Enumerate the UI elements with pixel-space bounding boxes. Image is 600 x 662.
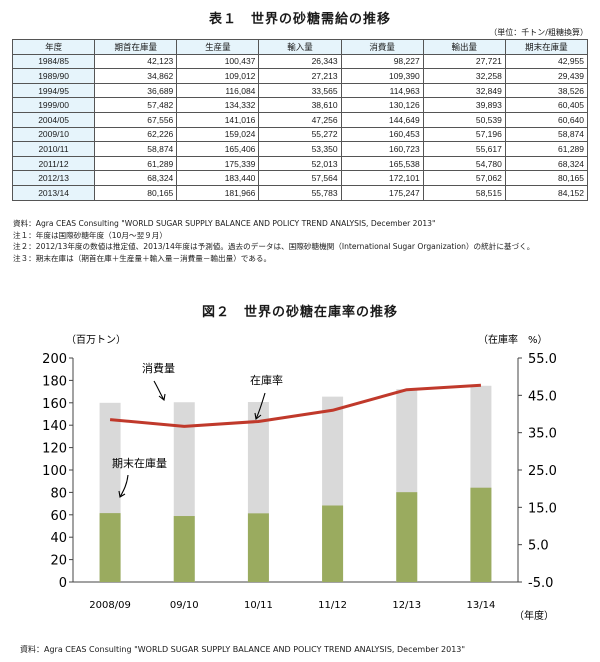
table-notes: 資料：Agra CEAS Consulting "WORLD SUGAR SUP… [13, 218, 534, 264]
right-axis-unit: （在庫率 %） [478, 333, 548, 346]
left-axis-tick-label: 0 [59, 576, 67, 591]
annotation-arrow [255, 392, 266, 420]
table-year-cell: 2004/05 [11, 111, 96, 128]
x-axis-tick-label: 09/10 [170, 600, 199, 611]
left-axis-tick-label: 100 [42, 464, 67, 479]
annotation-arrow [119, 474, 129, 498]
right-axis-tick-label: 35.0 [528, 427, 557, 442]
table-year-cell: 2011/12 [11, 155, 96, 172]
table-cell: 84,152 [504, 184, 589, 201]
note-1: 注１：年度は国際砂糖年度（10月～翌９月） [13, 230, 167, 240]
table-row: 1999/00 57,482 134,332 38,610 130,126 39,893 6… [11, 97, 589, 113]
table-year-cell: 2013/14 [11, 184, 96, 201]
table-row: 1994/95 36,689 116,084 33,565 114,963 32,849 3… [11, 82, 589, 99]
annotation-ratio: 在庫率 [250, 373, 283, 387]
table-header-cell: 期末在庫量 [504, 39, 589, 55]
right-axis-tick-label: -5.0 [528, 576, 553, 591]
stock-ratio-line [109, 383, 482, 428]
ending-stock-bar [470, 487, 492, 582]
ending-stock-bar [99, 513, 121, 582]
table-year-cell: 1984/85 [11, 53, 96, 70]
left-axis-tick-label: 20 [50, 554, 67, 569]
table-year-cell: 1989/90 [11, 68, 96, 84]
right-axis-tick-label: 45.0 [528, 389, 557, 404]
x-axis-tick-label: 13/14 [467, 600, 496, 611]
annotation-ending-stock: 期末在庫量 [112, 456, 167, 470]
annotation-consumption: 消費量 [142, 361, 175, 375]
right-axis-tick-label: 25.0 [528, 464, 557, 479]
left-axis-tick-label: 40 [50, 531, 67, 546]
table-row: 2012/13 68,324 183,440 57,564 172,101 57,062 8… [11, 170, 589, 186]
table-body: 1984/85 42,123 100,437 26,343 98,227 27,721 42… [11, 53, 589, 201]
table-row: 2010/11 58,874 165,406 53,350 160,723 55,617 6… [11, 141, 589, 157]
ending-stock-bar [322, 505, 344, 582]
x-axis-tick-label: 11/12 [318, 600, 347, 611]
x-axis-tick-label: 12/13 [392, 600, 421, 611]
table-year-cell: 2012/13 [11, 170, 96, 186]
x-axis-unit: （年度） [514, 609, 554, 622]
left-axis-tick-label: 180 [42, 374, 67, 389]
table-header-row: 年度 期首在庫量 生産量 輸入量 消費量 輸出量 期末在庫量 [11, 39, 589, 55]
table-cell: 55,783 [258, 184, 342, 201]
left-axis-tick-label: 200 [42, 352, 67, 367]
ending-stock-bar [247, 513, 269, 582]
note-2: 注２：2012/13年度の数値は推定値、2013/14年度は予測値。過去のデータ… [13, 242, 535, 251]
table-year-cell: 1999/00 [11, 97, 96, 113]
right-axis-tick-label: 5.0 [528, 539, 549, 554]
table-header-cell: 期首在庫量 [94, 39, 178, 55]
table-header-cell: 生産量 [176, 39, 260, 55]
left-axis-unit: （百万トン） [66, 334, 126, 346]
left-axis-tick-label: 80 [50, 486, 67, 501]
annotation-arrowhead [118, 490, 126, 498]
x-axis-tick-label: 10/11 [244, 600, 273, 611]
left-axis-tick-label: 160 [42, 397, 67, 412]
supply-demand-table: 年度 期首在庫量 生産量 輸入量 消費量 輸出量 期末在庫量 1984/85 42,123 10… [11, 39, 589, 201]
table-unit: （単位：千トン/粗糖換算） [489, 28, 588, 37]
x-axis-tick-label: 2008/09 [89, 600, 131, 611]
ending-stock-bar [173, 516, 195, 582]
right-axis-tick-label: 15.0 [528, 501, 557, 516]
annotation-arrow [153, 380, 165, 401]
table-row: 1984/85 42,123 100,437 26,343 98,227 27,721 42… [11, 53, 589, 70]
left-axis-tick-label: 140 [42, 419, 67, 434]
table-year-cell: 1994/95 [11, 82, 96, 99]
table-title: 表１ 世界の砂糖需給の推移 [208, 12, 391, 27]
table-row: 2004/05 67,556 141,016 47,256 144,649 50,539 6… [11, 111, 589, 128]
note-source: 資料：Agra CEAS Consulting "WORLD SUGAR SUP… [13, 219, 436, 228]
note-3: 注３：期末在庫は（期首在庫＋生産量＋輸入量－消費量－輸出量）である。 [13, 253, 272, 263]
table-row: 2013/14 80,165 181,966 55,783 175,247 58,515 8… [11, 184, 589, 201]
right-axis-tick-label: 55.0 [528, 352, 557, 367]
left-axis-tick-label: 60 [50, 509, 67, 524]
annotation-arrowhead [158, 393, 166, 402]
table-year-cell: 2010/11 [11, 141, 96, 157]
annotation-arrowhead [254, 412, 262, 421]
chart-source: 資料：Agra CEAS Consulting "WORLD SUGAR SUP… [20, 645, 466, 654]
table-header-cell: 輸入量 [258, 39, 342, 55]
ending-stock-bar [396, 492, 418, 582]
left-axis-tick-label: 120 [42, 442, 67, 457]
table-cell: 80,165 [94, 184, 178, 201]
chart-title: 図２ 世界の砂糖在庫率の推移 [201, 305, 398, 320]
